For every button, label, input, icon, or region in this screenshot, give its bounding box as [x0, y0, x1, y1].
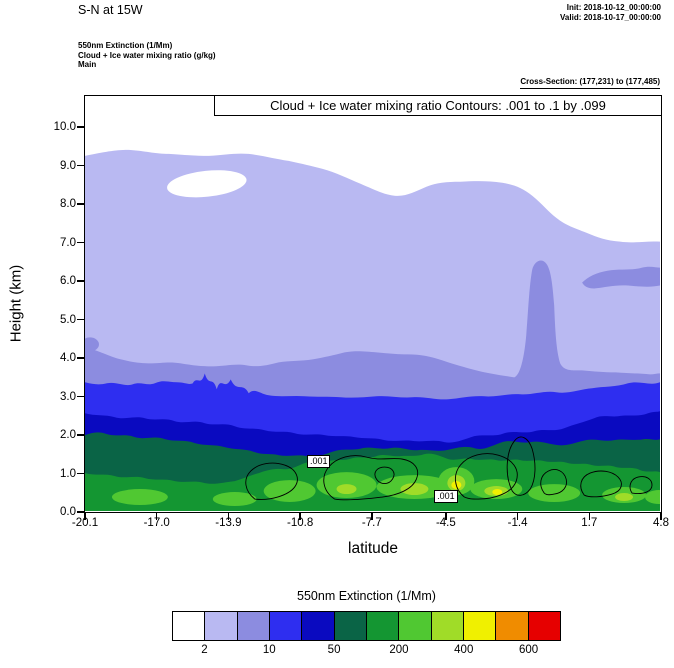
y-tick-label: 0.0 [60, 506, 76, 518]
x-tick-label: -10.8 [287, 517, 314, 529]
y-tick-label: 10.0 [53, 121, 76, 133]
contour-line-label: .001 [434, 489, 458, 503]
x-tick-mark [660, 513, 662, 520]
y-tick-mark [77, 511, 84, 513]
x-tick-label: -4.5 [435, 517, 456, 529]
cross-section-label: Cross-Section: (177,231) to (177,485) [520, 77, 660, 89]
colorbar-tick-label: 600 [518, 644, 539, 656]
colorbar-cell [269, 612, 303, 640]
y-tick-label: 3.0 [60, 390, 76, 403]
y-tick-label: 9.0 [60, 159, 76, 172]
x-tick-label: -20.1 [71, 517, 99, 529]
contour-line-label: .001 [306, 454, 331, 468]
init-time: Init: 2018-10-12_00:00:00 [566, 3, 661, 12]
x-tick-mark [371, 513, 373, 520]
colorbar-tick-label: 50 [327, 644, 341, 656]
colorbar-cell [205, 612, 238, 640]
y-tick-mark [77, 280, 84, 282]
extinction-band-300-400 [336, 475, 634, 502]
page-title: S-N at 15W [78, 3, 143, 17]
x-tick-mark [299, 513, 301, 520]
colorbar-cell [431, 612, 464, 640]
colorbar-cell [366, 612, 400, 640]
y-tick-label: 2.0 [60, 429, 76, 441]
clear-hole [167, 170, 247, 198]
valid-time: Valid: 2018-10-17_00:00:00 [560, 13, 661, 22]
x-tick-mark [588, 513, 591, 520]
y-tick-label: 4.0 [60, 352, 76, 364]
field-line-extinction: 550nm Extinction (1/Mm) [78, 41, 173, 50]
colorbar-tick-label: 10 [262, 644, 276, 656]
x-tick-label: -17.0 [143, 517, 170, 529]
plot-area: Cloud + Ice water mixing ratio Contours:… [84, 95, 662, 513]
colorbar-tick-label: 200 [389, 644, 409, 656]
x-tick-label: -7.7 [361, 517, 382, 529]
y-tick-mark [77, 164, 84, 167]
y-tick-mark [77, 472, 84, 475]
y-tick-label: 6.0 [60, 275, 76, 287]
colorbar-cell [302, 612, 335, 640]
field-description: 550nm Extinction (1/Mm) Cloud + Ice wate… [78, 41, 216, 70]
x-tick-mark [227, 513, 230, 520]
x-tick-label: 4.8 [653, 517, 669, 529]
y-tick-label: 5.0 [60, 313, 76, 326]
y-tick-mark [77, 318, 84, 321]
colorbar-title: 550nm Extinction (1/Mm) [297, 589, 436, 603]
run-info: Init: 2018-10-12_00:00:00 Valid: 2018-10… [560, 3, 661, 23]
y-tick-label: 8.0 [60, 198, 76, 210]
x-tick-mark [84, 513, 86, 520]
field-line-domain: Main [78, 60, 97, 69]
colorbar-tick-label: 400 [454, 644, 474, 656]
x-tick-label: -1.4 [507, 517, 528, 529]
y-axis-title: Height (km) [7, 264, 25, 343]
colorbar-cell [463, 612, 497, 640]
x-tick-mark [516, 513, 519, 520]
y-tick-mark [77, 126, 84, 128]
y-tick-mark [77, 357, 84, 359]
colorbar-cell [237, 612, 270, 640]
y-tick-mark [77, 203, 84, 205]
y-tick-label: 7.0 [60, 236, 76, 249]
colorbar-cell [399, 612, 432, 640]
colorbar-cell [528, 612, 560, 640]
x-tick-mark [155, 513, 158, 520]
colorbar-cell [334, 612, 367, 640]
x-tick-label: 1.7 [581, 517, 598, 529]
colorbar-tick-label: 2 [201, 644, 208, 656]
colorbar [172, 611, 561, 641]
y-tick-mark [77, 434, 84, 436]
contour-plot-canvas [85, 149, 660, 511]
y-tick-mark [77, 395, 84, 398]
x-tick-mark [445, 513, 447, 520]
colorbar-cell [173, 612, 206, 640]
contour-info-text: Cloud + Ice water mixing ratio Contours:… [270, 98, 606, 113]
y-tick-label: 1.0 [60, 467, 76, 480]
contour-info-banner: Cloud + Ice water mixing ratio Contours:… [214, 96, 661, 116]
colorbar-cell [496, 612, 529, 640]
x-tick-label: -13.9 [215, 517, 242, 529]
y-tick-mark [77, 241, 84, 244]
field-line-cloud-ice: Cloud + Ice water mixing ratio (g/kg) [78, 50, 216, 60]
x-axis-title: latitude [348, 540, 398, 557]
